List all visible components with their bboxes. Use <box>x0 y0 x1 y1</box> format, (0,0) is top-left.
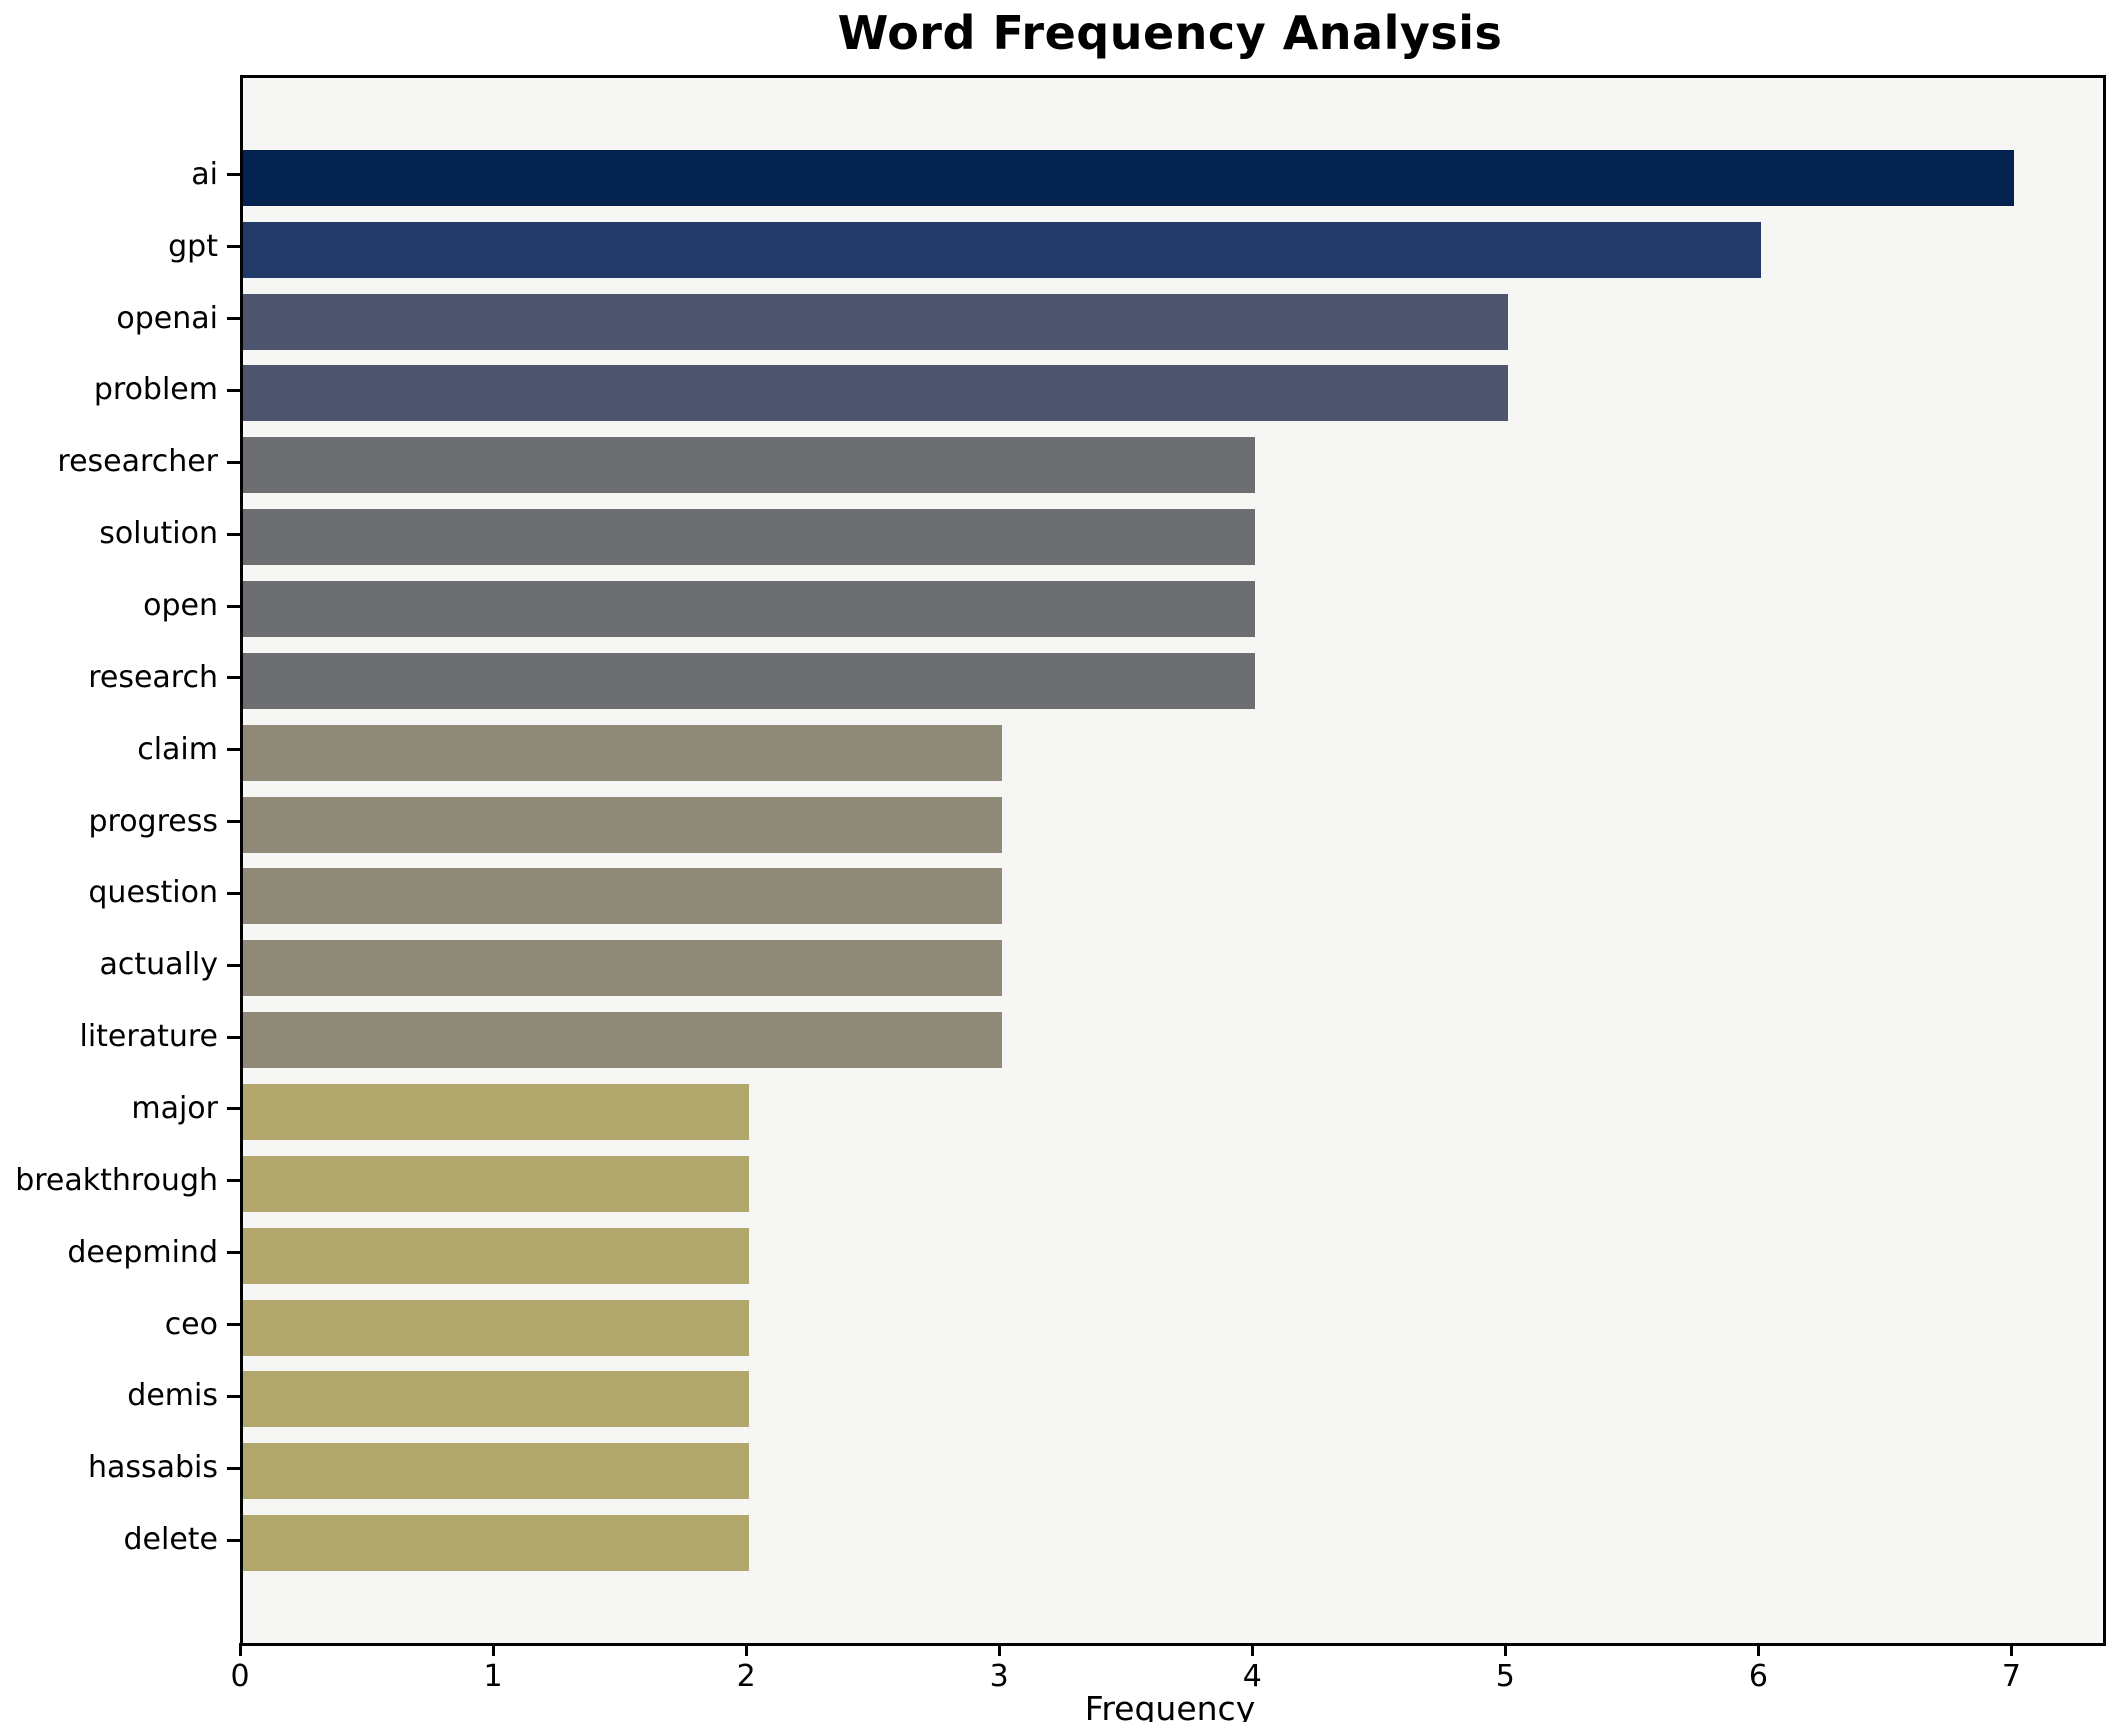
bar-actually <box>243 940 1003 997</box>
y-tick-mark <box>227 891 240 895</box>
y-tick-label-major: major <box>131 1090 218 1126</box>
bar-ceo <box>243 1299 750 1356</box>
x-tick-label-3: 3 <box>989 1659 1009 1694</box>
bar-major <box>243 1083 750 1140</box>
y-tick-label-problem: problem <box>93 372 218 408</box>
y-tick-label-breakthrough: breakthrough <box>15 1162 218 1198</box>
y-tick-label-open: open <box>143 588 218 623</box>
chart-title: Word Frequency Analysis <box>837 6 1503 60</box>
bar-delete <box>243 1515 750 1572</box>
x-tick-mark <box>2009 1643 2013 1656</box>
y-tick-mark <box>227 1251 240 1255</box>
bar-gpt <box>243 221 1762 278</box>
bar-breakthrough <box>243 1155 750 1212</box>
y-tick-mark <box>227 1035 240 1039</box>
y-tick-label-ceo: ceo <box>164 1306 218 1342</box>
y-tick-mark <box>227 1466 240 1470</box>
bar-literature <box>243 1012 1003 1069</box>
bar-ai <box>243 149 2015 206</box>
y-tick-label-demis: demis <box>127 1378 218 1414</box>
bar-claim <box>243 724 1003 781</box>
y-tick-mark <box>227 676 240 680</box>
x-axis-title: Frequency <box>1084 1689 1256 1722</box>
y-tick-label-gpt: gpt <box>168 228 218 264</box>
x-tick-label-5: 5 <box>1495 1659 1515 1694</box>
y-tick-mark <box>227 963 240 967</box>
y-tick-mark <box>227 1107 240 1111</box>
bar-solution <box>243 509 1256 566</box>
y-tick-mark <box>227 245 240 249</box>
y-tick-label-literature: literature <box>79 1019 218 1055</box>
x-tick-mark <box>1503 1643 1507 1656</box>
x-tick-mark <box>997 1643 1001 1656</box>
y-tick-label-deepmind: deepmind <box>67 1234 218 1270</box>
y-tick-label-researcher: researcher <box>57 444 218 480</box>
y-tick-mark <box>227 604 240 608</box>
y-tick-mark <box>227 460 240 464</box>
x-tick-mark <box>1756 1643 1760 1656</box>
y-tick-mark <box>227 388 240 392</box>
y-tick-mark <box>227 1538 240 1542</box>
x-tick-mark <box>744 1643 748 1656</box>
x-tick-mark <box>238 1643 242 1656</box>
y-tick-mark <box>227 1323 240 1327</box>
y-tick-mark <box>227 748 240 752</box>
bar-problem <box>243 365 1509 422</box>
y-tick-label-solution: solution <box>99 516 218 552</box>
bar-research <box>243 652 1256 709</box>
y-tick-label-openai: openai <box>116 300 218 336</box>
bar-openai <box>243 293 1509 350</box>
y-tick-mark <box>227 1179 240 1183</box>
y-tick-label-hassabis: hassabis <box>87 1450 218 1486</box>
y-tick-label-question: question <box>88 875 218 911</box>
bar-demis <box>243 1371 750 1428</box>
x-tick-label-0: 0 <box>230 1659 250 1694</box>
x-tick-mark <box>491 1643 495 1656</box>
y-tick-mark <box>227 820 240 824</box>
y-tick-label-progress: progress <box>88 803 218 839</box>
y-tick-mark <box>227 532 240 536</box>
bar-question <box>243 868 1003 925</box>
y-tick-label-claim: claim <box>137 731 218 767</box>
bar-hassabis <box>243 1443 750 1500</box>
x-tick-label-2: 2 <box>736 1659 756 1694</box>
bar-researcher <box>243 437 1256 494</box>
plot-area <box>240 75 2106 1646</box>
y-tick-label-actually: actually <box>99 947 218 983</box>
y-tick-label-ai: ai <box>191 156 218 192</box>
x-tick-label-7: 7 <box>2001 1659 2021 1694</box>
bar-open <box>243 580 1256 638</box>
y-tick-mark <box>227 173 240 177</box>
y-tick-label-research: research <box>88 659 218 695</box>
bar-progress <box>243 796 1003 853</box>
y-tick-mark <box>227 1394 240 1398</box>
y-tick-label-delete: delete <box>123 1522 218 1558</box>
x-tick-mark <box>1250 1643 1254 1656</box>
y-tick-mark <box>227 317 240 321</box>
x-tick-label-4: 4 <box>1242 1659 1262 1694</box>
x-tick-label-1: 1 <box>483 1659 503 1694</box>
x-tick-label-6: 6 <box>1748 1659 1768 1694</box>
bar-deepmind <box>243 1227 750 1284</box>
